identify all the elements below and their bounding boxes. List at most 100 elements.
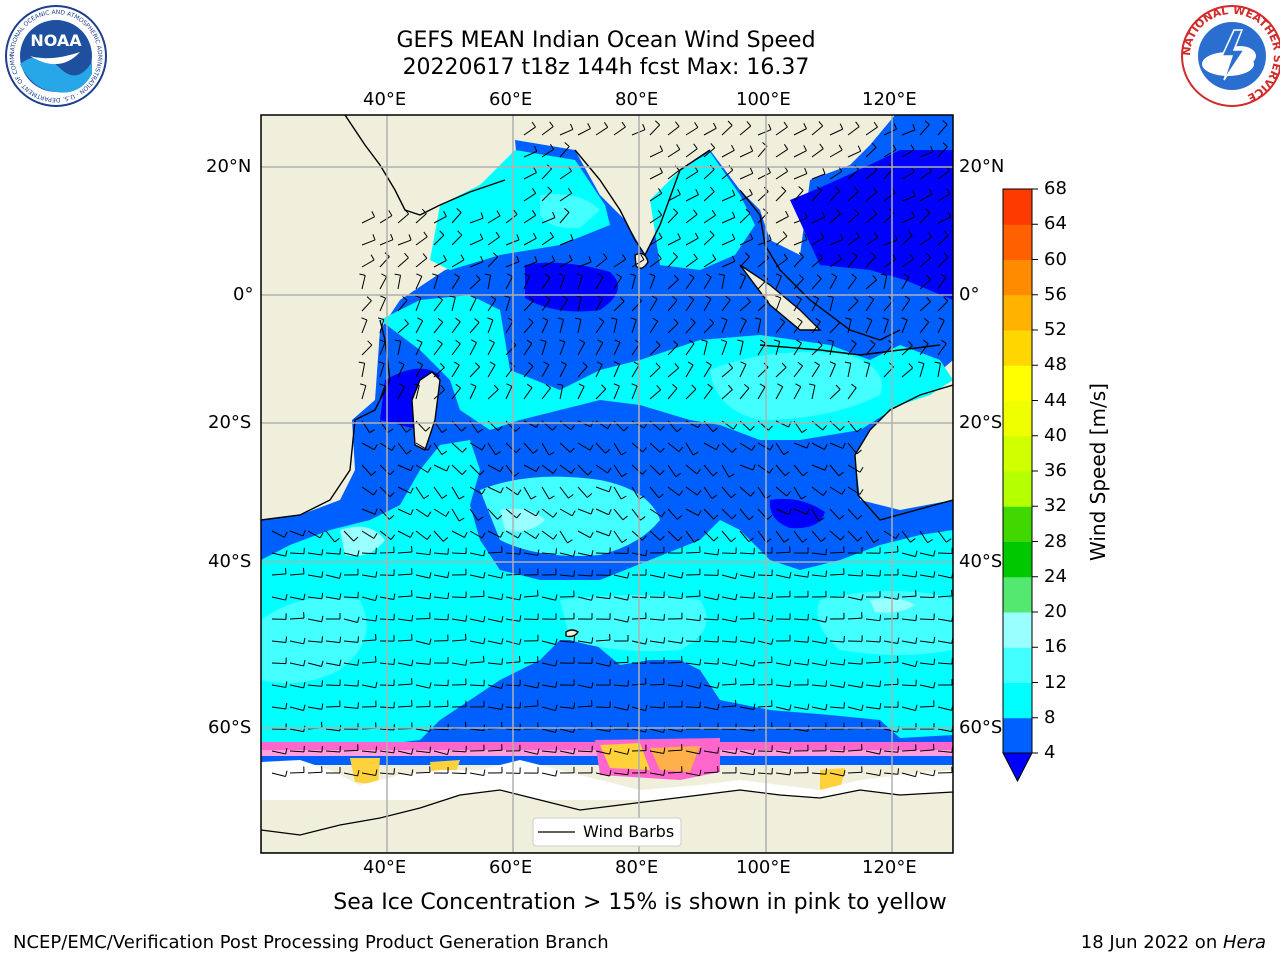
wind-barb-feather	[447, 571, 450, 578]
wind-barb-feather	[627, 594, 630, 601]
wind-barb	[847, 277, 857, 290]
wind-barb-feather	[548, 495, 555, 500]
wind-barb-feather	[659, 167, 663, 173]
wind-barb-feather	[904, 295, 911, 300]
wind-barb-feather	[910, 144, 915, 151]
wind-barb-feather	[591, 682, 594, 689]
wind-barb	[865, 661, 881, 664]
wind-barb	[469, 238, 483, 246]
wind-barb-feather	[740, 361, 747, 365]
wind-barb-feather	[516, 234, 520, 241]
wind-barb	[361, 639, 377, 642]
wind-barb	[595, 388, 607, 400]
wind-barb	[865, 530, 875, 543]
wind-barb-feather	[373, 489, 378, 496]
wind-barb-feather	[552, 425, 557, 431]
wind-barb-feather	[753, 637, 756, 644]
wind-barb-feather	[717, 747, 720, 754]
wind-barb	[397, 530, 411, 538]
wind-barb	[613, 464, 623, 477]
wind-barb-feather	[699, 658, 702, 666]
wind-barb-feather	[589, 532, 594, 538]
wind-barb	[901, 367, 914, 378]
wind-barb-feather	[643, 422, 648, 429]
wind-barb	[793, 386, 802, 400]
lat-tick-right-60s: 60°S	[959, 717, 1003, 738]
wind-barb	[397, 573, 413, 576]
map-area	[261, 115, 953, 853]
wind-barb-feather	[925, 208, 931, 214]
wind-barb	[397, 618, 412, 622]
wind-barb-feather	[712, 254, 717, 260]
wind-barb	[415, 508, 428, 518]
wind-barb	[883, 772, 898, 775]
wind-barb-feather	[390, 233, 394, 240]
wind-barb	[901, 662, 916, 668]
wind-barb	[901, 618, 916, 622]
wind-barb-feather	[823, 444, 828, 450]
wind-barb-feather	[861, 594, 864, 601]
wind-barb-feather	[740, 317, 747, 321]
wind-barb-feather	[417, 317, 423, 322]
wind-barb-feather	[479, 470, 485, 476]
wind-barb	[379, 363, 385, 378]
wind-barb	[469, 530, 483, 539]
wind-barb-feather	[663, 769, 666, 776]
wind-barb-feather	[542, 317, 549, 321]
wind-barb-feather	[705, 295, 712, 300]
wind-barb-feather	[840, 233, 844, 240]
wind-barb	[775, 574, 790, 579]
wind-barb-feather	[870, 340, 876, 345]
colorbar-label: Wind Speed [m/s]	[1086, 383, 1110, 561]
wind-barb-feather	[727, 120, 733, 126]
wind-barb-feather	[371, 211, 375, 217]
wind-barb-feather	[607, 423, 612, 429]
wind-barb	[649, 275, 656, 290]
wind-barb	[415, 364, 424, 378]
wind-barb	[721, 125, 733, 136]
wind-barb	[361, 300, 372, 312]
wind-barb	[433, 234, 445, 246]
wind-barb	[739, 387, 750, 400]
wind-barb-feather	[483, 549, 486, 557]
wind-barb	[901, 749, 917, 752]
wind-barb-feather	[825, 548, 828, 555]
wind-barb-feather	[439, 230, 445, 236]
wind-barb-feather	[938, 317, 945, 321]
wind-barb-feather	[863, 361, 870, 364]
wind-barb-feather	[803, 145, 807, 151]
wind-barb-feather	[834, 318, 841, 324]
wind-barb	[703, 552, 718, 556]
colorbar-segment	[1003, 294, 1032, 331]
wind-barb	[343, 530, 355, 542]
wind-barb-feather	[640, 254, 645, 260]
wind-barb	[613, 596, 628, 601]
wind-barb	[649, 214, 662, 224]
wind-barb	[685, 194, 699, 202]
wind-barb	[397, 257, 409, 268]
wind-barb-feather	[339, 636, 342, 643]
wind-barb-feather	[912, 124, 916, 131]
wind-barb	[415, 771, 431, 774]
wind-barb-feather	[506, 273, 513, 278]
wind-barb	[631, 259, 645, 268]
wind-barb	[379, 486, 391, 498]
wind-barb-feather	[827, 295, 834, 298]
wind-barb-feather	[493, 384, 499, 390]
wind-barb-feather	[559, 339, 566, 343]
wind-barb	[919, 530, 929, 544]
wind-barb	[793, 574, 808, 578]
wind-barb	[883, 239, 898, 246]
wind-barb-feather	[432, 273, 439, 277]
wind-barb	[541, 387, 552, 400]
wind-barb-feather	[441, 450, 448, 456]
wind-barb-feather	[393, 746, 396, 753]
wind-barb	[721, 389, 733, 400]
wind-barb	[433, 321, 444, 334]
wind-barb	[829, 530, 841, 541]
wind-barb	[685, 618, 700, 622]
wind-barb	[919, 321, 930, 334]
wind-barb-feather	[818, 253, 824, 259]
wind-barb-feather	[827, 339, 834, 342]
colorbar-tick-label: 48	[1044, 354, 1067, 376]
